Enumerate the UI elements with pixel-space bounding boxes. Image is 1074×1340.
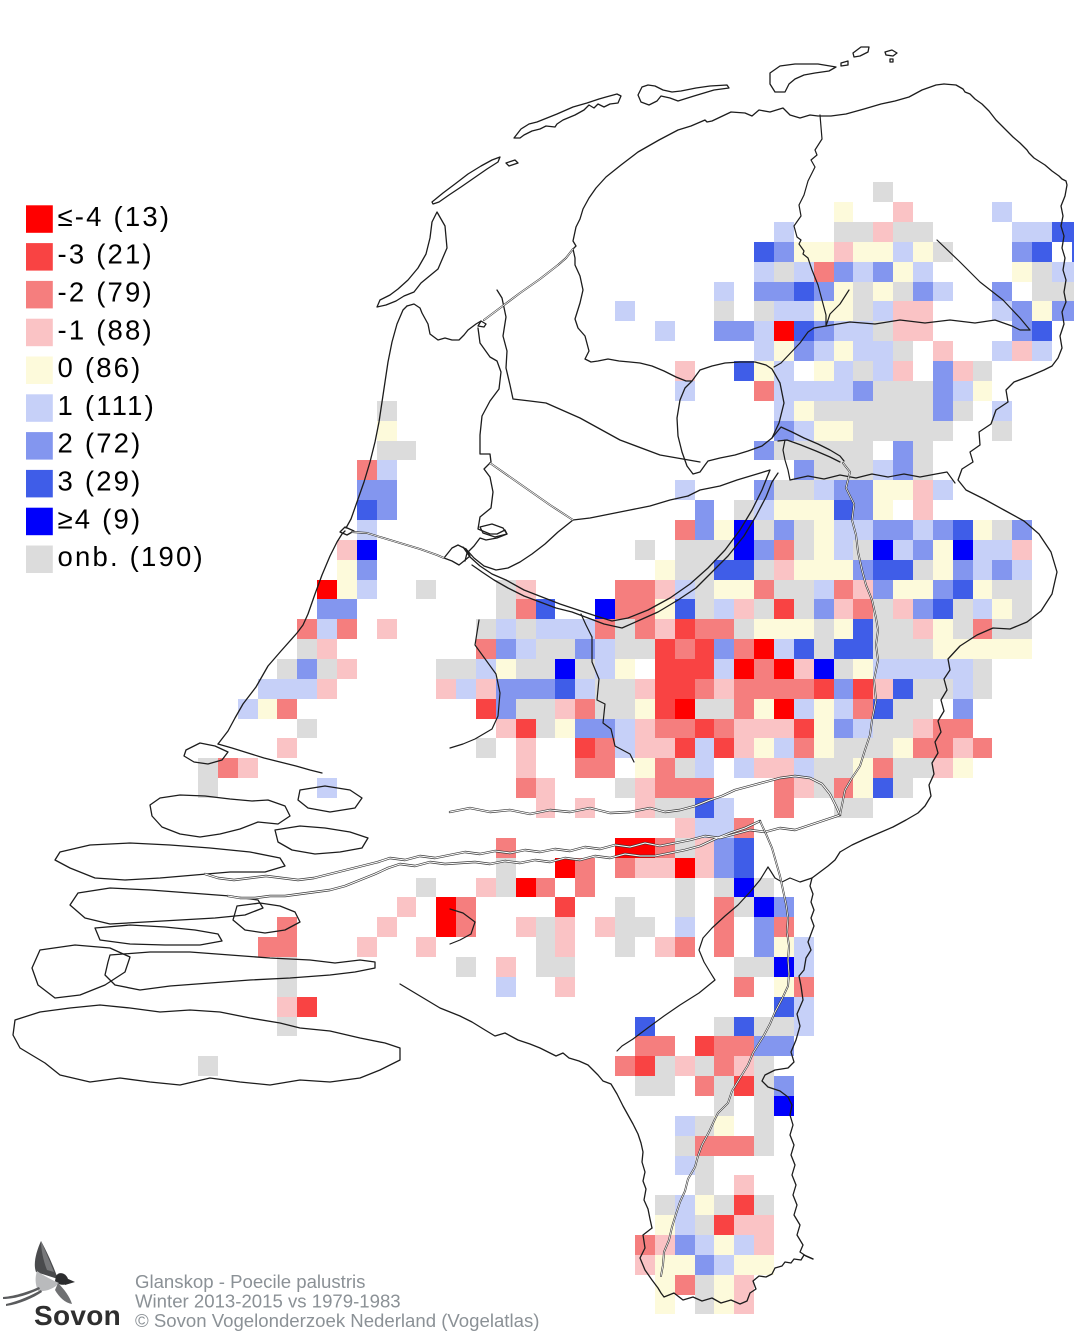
svg-text:-3 (21): -3 (21) xyxy=(58,239,154,270)
svg-text:2 (72): 2 (72) xyxy=(58,428,143,459)
svg-text:≥4 (9): ≥4 (9) xyxy=(58,503,143,534)
svg-text:Winter 2013-2015 vs 1979-1983: Winter 2013-2015 vs 1979-1983 xyxy=(135,1291,401,1312)
svg-text:3 (29): 3 (29) xyxy=(58,466,143,497)
svg-text:≤-4 (13): ≤-4 (13) xyxy=(58,201,172,232)
svg-text:-2 (79): -2 (79) xyxy=(58,277,154,308)
svg-text:0 (86): 0 (86) xyxy=(58,352,143,383)
svg-text:© Sovon Vogelonderzoek Nederla: © Sovon Vogelonderzoek Nederland (Vogela… xyxy=(135,1310,539,1331)
svg-text:-1 (88): -1 (88) xyxy=(58,314,154,345)
svg-text:Sovon: Sovon xyxy=(34,1300,121,1331)
svg-text:1 (111): 1 (111) xyxy=(58,390,156,421)
svg-text:Glanskop - Poecile palustris: Glanskop - Poecile palustris xyxy=(135,1271,365,1292)
svg-text:onb. (190): onb. (190) xyxy=(58,541,205,572)
